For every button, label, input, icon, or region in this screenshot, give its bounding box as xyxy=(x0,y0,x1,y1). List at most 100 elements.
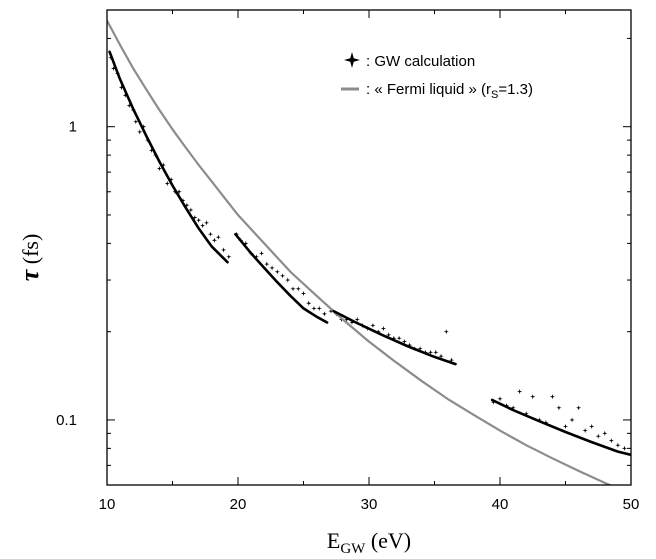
gw-data-point xyxy=(523,411,529,417)
gw-data-point xyxy=(595,433,601,439)
gw-data-point xyxy=(264,261,270,267)
gw-data-point xyxy=(556,405,562,411)
y-tick-label: 0.1 xyxy=(56,412,77,429)
gw-data-point xyxy=(621,445,628,451)
x-tick-label: 10 xyxy=(99,496,116,513)
gw-data-point xyxy=(354,316,360,323)
gw-data-point xyxy=(176,189,182,195)
gw-data-point xyxy=(517,388,523,395)
gw-data-point xyxy=(349,319,355,326)
gw-data-point xyxy=(200,222,206,229)
gw-data-point xyxy=(141,124,147,130)
gw-data-point xyxy=(328,308,334,314)
gw-data-point xyxy=(427,349,434,355)
gw-data-point xyxy=(407,342,413,348)
gw-data-point xyxy=(126,103,132,109)
gw-data-point xyxy=(344,316,350,323)
gw-data-point xyxy=(253,254,259,260)
gw-data-point xyxy=(207,231,214,237)
gw-data-point xyxy=(589,423,595,430)
series-fit-line-4 xyxy=(490,398,631,457)
gw-data-point xyxy=(180,197,186,204)
gw-data-point xyxy=(370,322,376,329)
gw-data-point xyxy=(184,202,190,208)
gw-data-point xyxy=(401,338,407,345)
gw-data-point xyxy=(433,349,439,355)
gw-data-point xyxy=(188,207,194,213)
gw-data-point xyxy=(582,427,588,434)
x-tick-label: 30 xyxy=(361,496,378,513)
gw-data-point xyxy=(122,92,128,98)
y-tick-label: 1 xyxy=(69,119,77,136)
gw-data-point xyxy=(562,423,569,430)
y-axis-label-symbol: τ xyxy=(15,268,44,281)
gw-data-point xyxy=(396,335,402,341)
gw-data-point xyxy=(316,305,322,312)
legend-gw-label: : GW calculation xyxy=(366,53,475,70)
x-tick-label: 40 xyxy=(492,496,509,513)
gw-data-point xyxy=(530,394,536,400)
legend-fermi-label-suffix: =1.3) xyxy=(498,81,533,98)
x-tick-label: 20 xyxy=(230,496,247,513)
gw-data-point xyxy=(220,247,227,253)
gw-data-point xyxy=(274,269,280,275)
plot-area xyxy=(107,19,631,485)
gw-data-point xyxy=(549,394,555,400)
gw-data-point xyxy=(226,254,232,260)
gw-data-point xyxy=(164,180,170,187)
x-axis-label-rest: (eV) xyxy=(365,528,411,553)
gw-data-point xyxy=(285,277,291,283)
gw-data-point xyxy=(192,214,198,221)
legend-gw-marker xyxy=(344,52,360,68)
gw-data-point xyxy=(391,335,397,341)
gw-data-point xyxy=(448,357,455,363)
legend-fermi-label-sub: S xyxy=(491,89,498,101)
legend: : GW calculation : « Fermi liquid » (rS=… xyxy=(341,52,533,101)
axis-ticks: 10 20 30 40 50 1 0.1 xyxy=(56,10,639,513)
y-axis-label: τ (fs) xyxy=(15,234,44,282)
gw-data-point xyxy=(386,332,392,338)
gw-data-point xyxy=(321,311,328,317)
gw-data-point xyxy=(311,305,317,312)
gw-data-point xyxy=(290,286,296,292)
x-axis-label-main: E xyxy=(327,528,340,553)
gw-data-point xyxy=(168,177,174,183)
gw-data-point xyxy=(497,396,503,402)
x-axis-label: EGW (eV) xyxy=(327,528,411,557)
series-fit-line-2 xyxy=(234,232,329,324)
gw-data-point xyxy=(243,240,249,246)
gw-data-point xyxy=(510,405,516,411)
gw-data-point xyxy=(215,234,221,240)
gw-data-point xyxy=(133,119,139,125)
gw-data-point xyxy=(300,290,307,297)
gw-data-point xyxy=(443,329,449,335)
gw-data-point xyxy=(203,220,210,226)
legend-fermi-label-prefix: : « Fermi liquid » (r xyxy=(366,81,491,98)
gw-data-point xyxy=(608,438,614,444)
gw-data-point xyxy=(137,129,143,135)
legend-fermi-label: : « Fermi liquid » (rS=1.3) xyxy=(366,81,533,101)
x-axis-label-sub: GW xyxy=(340,541,366,557)
gw-data-point xyxy=(295,286,301,292)
series-fit-line-1 xyxy=(108,50,229,264)
gw-data-point xyxy=(269,265,275,271)
gw-data-point xyxy=(156,165,162,172)
gw-data-point xyxy=(306,300,312,306)
gw-data-point xyxy=(576,405,582,411)
gw-data-point xyxy=(380,325,387,332)
gw-data-point xyxy=(602,430,608,436)
gw-data-point xyxy=(160,162,166,168)
y-axis-label-rest: (fs) xyxy=(18,234,43,270)
gw-data-point xyxy=(211,237,218,243)
gw-data-point xyxy=(196,217,202,223)
gw-data-point xyxy=(279,273,286,279)
gw-data-point xyxy=(148,147,155,154)
gw-data-point xyxy=(118,84,125,91)
x-tick-label: 50 xyxy=(623,496,640,513)
series-fit-line-3 xyxy=(332,309,457,366)
gw-data-point xyxy=(490,399,497,405)
gw-data-point xyxy=(569,417,575,423)
gw-data-point xyxy=(417,346,423,352)
gw-data-point xyxy=(258,250,265,256)
